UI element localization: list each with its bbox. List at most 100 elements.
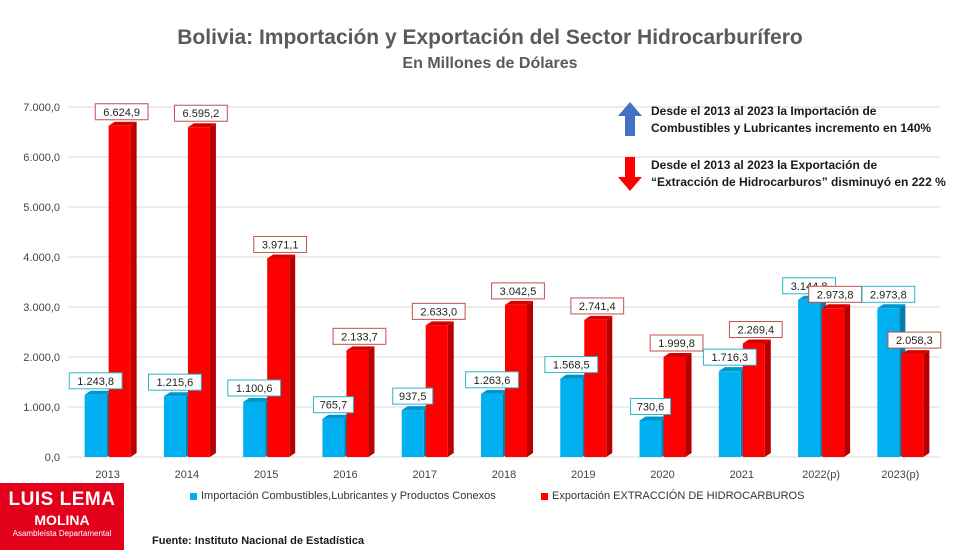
x-tick-label: 2014 — [175, 469, 199, 481]
bar-top — [742, 339, 771, 344]
data-label-box — [728, 321, 783, 339]
data-label-box — [702, 348, 757, 366]
data-label-box — [630, 397, 672, 415]
x-tick-label: 2019 — [571, 469, 595, 481]
data-label-box — [861, 285, 916, 303]
import-annotation: Desde el 2013 al 2023 la Importación de … — [651, 103, 931, 137]
data-label: 765,7 — [320, 400, 348, 412]
bar-side — [606, 315, 613, 457]
bar-top — [108, 121, 137, 126]
legend-swatch-export — [541, 492, 548, 500]
bar-top — [663, 353, 692, 358]
data-label: 3.042,5 — [500, 286, 537, 298]
import-annotation-line2: Combustibles y Lubricantes incremento en… — [651, 121, 932, 135]
bar-import — [560, 378, 583, 457]
bar-export — [267, 258, 290, 457]
export-annotation: Desde el 2013 al 2023 la Exportación de … — [651, 157, 946, 191]
bar-export — [346, 350, 369, 457]
bar-import — [481, 393, 503, 457]
bar-export — [742, 343, 765, 457]
y-tick-label: 4.000,0 — [23, 252, 60, 264]
bar-top — [322, 414, 351, 419]
logo-line3: Asambleísta Departamental — [12, 529, 112, 538]
data-label: 1.263,6 — [474, 375, 511, 387]
data-label-box — [411, 302, 466, 320]
data-label-box — [392, 387, 434, 405]
bar-top — [901, 350, 930, 355]
bar-export — [108, 125, 131, 457]
bar-import — [639, 420, 662, 457]
bar-top — [267, 254, 296, 259]
bar-import — [718, 371, 741, 457]
bar-top — [877, 304, 906, 309]
data-label-box — [465, 371, 519, 389]
bar-import — [877, 308, 900, 457]
bar-export — [663, 357, 686, 457]
bar-top — [639, 416, 668, 421]
bar-import — [798, 299, 821, 457]
export-annotation-line1: Desde el 2013 al 2023 la Exportación de — [651, 158, 878, 172]
bar-top — [84, 390, 113, 395]
bar-export — [425, 325, 448, 457]
bar-side — [289, 254, 296, 457]
data-label: 2.633,0 — [420, 306, 457, 318]
legend-item-import: Importación Combustibles,Lubricantes y P… — [190, 490, 496, 502]
export-annotation-line2: “Extracción de Hidrocarburos” disminuyó … — [651, 175, 946, 189]
chart-title: Bolivia: Importación y Exportación del S… — [177, 26, 803, 49]
legend-item-export: Exportación EXTRACCIÓN DE HIDROCARBUROS — [541, 490, 804, 502]
bar-import — [163, 396, 186, 457]
data-label: 2.133,7 — [341, 331, 378, 343]
data-label: 1.100,6 — [236, 383, 273, 395]
chart-subtitle: En Millones de Dólares — [402, 55, 578, 72]
y-tick-label: 2.000,0 — [23, 352, 60, 364]
source-note: Fuente: Instituto Nacional de Estadístic… — [152, 535, 365, 547]
data-label: 6.624,9 — [103, 107, 140, 119]
bar-export — [901, 354, 924, 457]
data-label-box — [253, 235, 308, 253]
bar-top — [584, 315, 613, 320]
bar-top — [401, 406, 430, 411]
data-label-box — [570, 297, 625, 315]
arrow-up-icon — [618, 102, 642, 136]
logo: LUIS LEMA MOLINA Asambleísta Departament… — [0, 483, 124, 550]
bar-export — [822, 308, 845, 457]
legend-label-export: Exportación EXTRACCIÓN DE HIDROCARBUROS — [552, 490, 805, 502]
bar-top — [346, 346, 375, 351]
import-annotation-line1: Desde el 2013 al 2023 la Importación de — [651, 104, 877, 118]
x-tick-label: 2017 — [412, 469, 436, 481]
arrow-down-icon — [618, 157, 642, 191]
bar-side — [209, 123, 216, 458]
data-label: 2.741,4 — [579, 301, 616, 313]
bar-import — [322, 418, 345, 457]
data-label-box — [332, 327, 387, 345]
bar-side — [764, 339, 771, 457]
data-label-box — [227, 379, 282, 397]
x-tick-label: 2023(p) — [881, 469, 919, 481]
x-tick-label: 2015 — [254, 469, 278, 481]
bar-side — [923, 350, 930, 457]
legend-label-import: Importación Combustibles,Lubricantes y P… — [201, 490, 496, 502]
bar-top — [163, 392, 192, 397]
data-label: 2.269,4 — [737, 325, 774, 337]
bar-top — [718, 367, 747, 372]
bar-top — [481, 389, 509, 394]
data-label: 2.973,8 — [870, 289, 907, 301]
data-label: 3.971,1 — [262, 239, 299, 251]
bar-side — [844, 304, 851, 457]
bar-top — [425, 321, 454, 326]
bar-top — [243, 397, 272, 402]
x-tick-label: 2016 — [333, 469, 357, 481]
data-label: 2.058,3 — [896, 335, 933, 347]
data-label: 1.716,3 — [711, 352, 748, 364]
data-label-box — [544, 356, 599, 374]
bar-import — [401, 410, 424, 457]
data-label: 730,6 — [637, 401, 665, 413]
data-label-box — [174, 104, 228, 122]
bar-side — [685, 353, 692, 457]
bar-export — [187, 127, 210, 458]
x-tick-label: 2018 — [492, 469, 516, 481]
data-label: 1.215,6 — [157, 377, 194, 389]
data-label-box — [148, 373, 202, 391]
x-tick-label: 2021 — [730, 469, 754, 481]
